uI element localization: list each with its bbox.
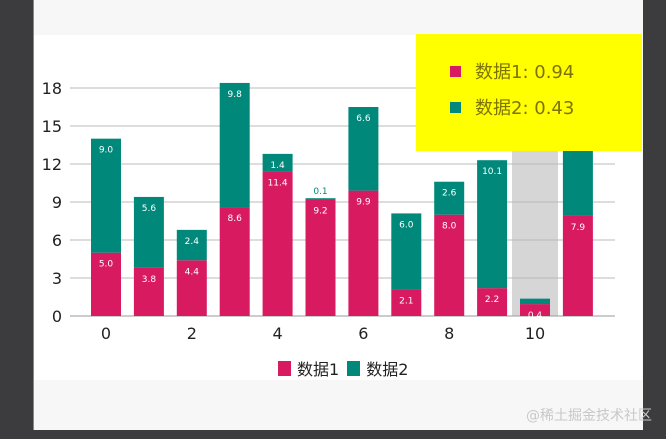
bar-2-11[interactable] xyxy=(562,139,593,216)
y-tick-label: 6 xyxy=(52,231,62,250)
bar-2-8[interactable] xyxy=(434,181,465,215)
data-label: 2.1 xyxy=(399,296,413,306)
data-label: 1.4 xyxy=(270,161,285,171)
x-tick-label: 0 xyxy=(101,324,111,343)
data-label: 3.8 xyxy=(142,275,157,285)
bar-1-4[interactable] xyxy=(262,171,293,316)
bar-2-5[interactable] xyxy=(305,198,336,200)
legend-swatch-2-icon xyxy=(347,360,361,376)
bar-1-3[interactable] xyxy=(219,207,250,316)
tooltip-row-1: 数据1: 0.94 xyxy=(450,58,574,84)
data-label: 2.2 xyxy=(485,295,499,305)
data-label: 10.1 xyxy=(482,167,502,177)
data-label: 9.8 xyxy=(228,90,243,100)
x-tick-label: 8 xyxy=(444,324,454,343)
data-label: 2.4 xyxy=(185,237,200,247)
legend: 数据1 数据2 xyxy=(278,356,408,380)
bar-1-5[interactable] xyxy=(305,199,336,316)
data-label: 11.4 xyxy=(268,179,288,189)
data-label: 8.0 xyxy=(442,222,457,232)
y-tick-label: 18 xyxy=(42,79,62,98)
data-label: 6.0 xyxy=(399,220,414,230)
data-label: 9.2 xyxy=(313,206,327,216)
data-label: 8.6 xyxy=(228,214,243,224)
data-label: 0.4 xyxy=(528,311,543,321)
bar-1-11[interactable] xyxy=(562,215,593,316)
bar-1-2[interactable] xyxy=(176,260,207,316)
bar-1-6[interactable] xyxy=(348,190,379,316)
tooltip-text-1: 数据1: 0.94 xyxy=(475,62,575,83)
data-label: 5.0 xyxy=(99,260,114,270)
bar-1-7[interactable] xyxy=(391,289,422,316)
bar-1-0[interactable] xyxy=(91,252,121,316)
legend-swatch-1-icon xyxy=(278,360,291,376)
legend-label-1[interactable]: 数据1 xyxy=(297,360,340,379)
bar-1-1[interactable] xyxy=(133,267,164,316)
bar-2-10[interactable] xyxy=(520,298,550,305)
bar-2-1[interactable] xyxy=(133,196,164,268)
x-tick-label: 10 xyxy=(525,324,545,343)
bar-2-2[interactable] xyxy=(176,229,207,261)
data-label: 6.6 xyxy=(356,114,371,124)
tooltip-row-2: 数据2: 0.43 xyxy=(450,94,574,120)
bar-1-9[interactable] xyxy=(477,288,508,316)
y-tick-label: 9 xyxy=(52,193,62,212)
data-label: 7.9 xyxy=(571,223,586,233)
bar-2-3[interactable] xyxy=(219,82,250,208)
x-tick-label: 2 xyxy=(187,324,197,343)
data-label: 0.1 xyxy=(313,187,327,197)
series1-swatch-icon xyxy=(450,65,461,77)
bar-2-7[interactable] xyxy=(391,213,422,290)
watermark: @稀土掘金技术社区 xyxy=(526,408,652,424)
y-tick-label: 0 xyxy=(52,307,62,326)
y-tick-label: 15 xyxy=(42,117,62,136)
tooltip-text-2: 数据2: 0.43 xyxy=(475,98,575,119)
y-tick-label: 3 xyxy=(52,269,62,288)
bar-2-4[interactable] xyxy=(262,153,293,172)
highlight-band xyxy=(512,151,558,316)
bar-1-8[interactable] xyxy=(434,214,465,316)
y-tick-label: 12 xyxy=(42,155,62,174)
series2-swatch-icon xyxy=(450,101,461,113)
data-label: 9.9 xyxy=(356,198,371,208)
bar-2-0[interactable] xyxy=(91,138,121,253)
data-label: 9.0 xyxy=(99,146,114,156)
tooltip: 数据1: 0.94 数据2: 0.43 xyxy=(416,34,642,151)
data-label: 4.4 xyxy=(185,267,200,277)
data-label: 2.6 xyxy=(442,189,457,199)
x-tick-label: 6 xyxy=(358,324,368,343)
data-label: 5.6 xyxy=(142,204,157,214)
bar-1-10[interactable] xyxy=(520,304,550,316)
legend-label-2[interactable]: 数据2 xyxy=(366,360,409,379)
bar-2-9[interactable] xyxy=(477,160,508,289)
bar-2-6[interactable] xyxy=(348,107,379,191)
x-tick-label: 4 xyxy=(273,324,283,343)
